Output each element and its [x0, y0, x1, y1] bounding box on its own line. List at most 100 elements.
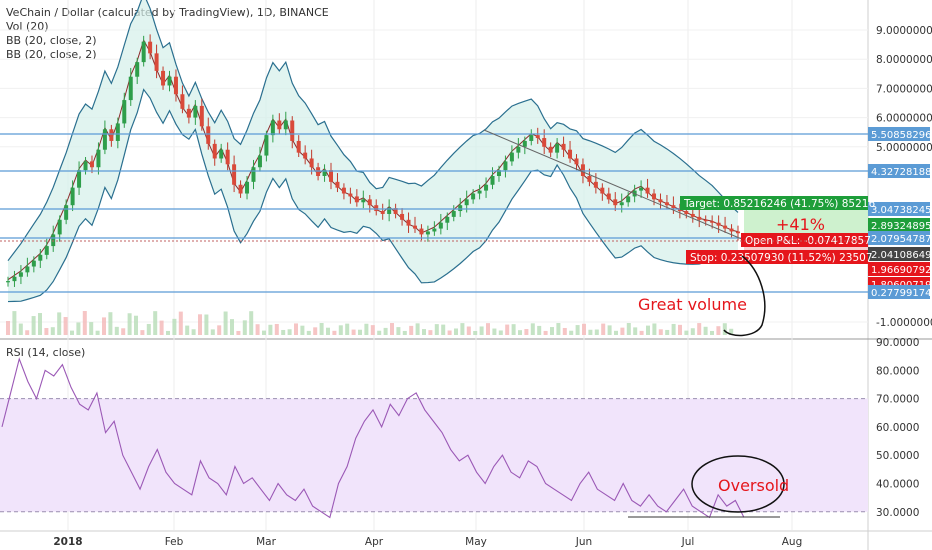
volume-bar — [556, 323, 561, 335]
candle-body — [309, 158, 314, 168]
candle-body — [141, 41, 146, 63]
candle-body — [613, 199, 618, 206]
volume-bar — [50, 327, 55, 335]
gain-label: +41% — [776, 215, 825, 234]
volume-bar — [63, 317, 68, 335]
candle-body — [335, 181, 340, 188]
candle-body — [135, 62, 140, 77]
candle-body — [367, 199, 372, 206]
candle-body — [70, 187, 75, 206]
candle-body — [723, 225, 728, 229]
volume-bar — [505, 324, 510, 335]
price-level-label: 2.04108649 — [871, 250, 931, 261]
candle-body — [25, 266, 30, 273]
candle-body — [477, 190, 482, 194]
candle-body — [245, 181, 250, 194]
month-label: Jul — [681, 536, 695, 548]
candle-body — [251, 167, 256, 182]
rsi-oversold-circle — [691, 455, 785, 513]
volume-bar — [422, 329, 426, 335]
candle-body — [503, 161, 508, 171]
candle-body — [574, 158, 579, 165]
volume-bar — [326, 327, 330, 335]
candle-body — [329, 170, 334, 182]
candle-body — [296, 140, 301, 153]
volume-bar — [223, 311, 228, 335]
volume-bar — [345, 323, 350, 335]
volume-bar — [332, 330, 337, 335]
volume-bar — [172, 318, 177, 335]
volume-bar — [89, 322, 94, 335]
volume-bar — [262, 330, 266, 335]
rsi-tick-label: 80.0000 — [876, 365, 919, 377]
candle-body — [348, 193, 353, 197]
month-label: Aug — [782, 536, 803, 548]
volume-bar — [249, 311, 254, 335]
candle-body — [173, 76, 178, 95]
volume-bar — [690, 328, 695, 335]
candle-body — [102, 129, 107, 150]
candle-body — [354, 196, 359, 203]
price-tick-label: 5.00000000 — [876, 142, 932, 154]
volume-bar — [582, 323, 586, 335]
volume-bar — [671, 323, 676, 335]
candle-body — [471, 193, 476, 200]
volume-bar — [274, 323, 279, 335]
candle-body — [316, 167, 321, 176]
candle-body — [180, 94, 185, 109]
volume-bar — [306, 330, 311, 335]
volume-bar — [466, 326, 471, 335]
candle-body — [270, 120, 275, 136]
volume-bar — [6, 321, 10, 335]
bollinger-upper — [7, 0, 739, 262]
volume-bar — [390, 323, 394, 335]
month-label: Apr — [365, 536, 384, 548]
volume-bar — [473, 330, 478, 335]
volume-bar — [697, 323, 702, 335]
volume-bar — [70, 330, 74, 335]
candle-body — [283, 120, 288, 130]
open-pl-badge — [741, 233, 868, 247]
volume-bar — [626, 323, 631, 335]
candle-body — [232, 164, 237, 185]
volume-bar — [428, 330, 433, 335]
candle-body — [77, 170, 82, 188]
volume-bar — [102, 317, 106, 335]
volume-bar — [76, 322, 81, 335]
volume-bar — [57, 312, 62, 335]
candle-body — [729, 228, 734, 232]
volume-bar — [646, 325, 650, 335]
candle-body — [703, 219, 708, 222]
volume-bar — [454, 328, 458, 335]
volume-bar — [12, 311, 17, 335]
volume-bar — [710, 330, 714, 335]
volume-bar — [658, 329, 663, 335]
volume-bar — [543, 330, 548, 335]
candle-body — [645, 187, 650, 194]
volume-bar — [486, 323, 490, 335]
price-level-label: 1.96690792 — [871, 265, 931, 276]
volume-bar — [383, 327, 388, 335]
volume-bar — [396, 327, 401, 335]
volume-bar — [447, 330, 452, 335]
candle-body — [710, 221, 715, 223]
candle-body — [18, 272, 23, 277]
candle-body — [690, 213, 695, 217]
candle-body — [290, 120, 295, 141]
price-tick-label: 7.00000000 — [876, 83, 932, 95]
candle-body — [303, 152, 308, 159]
rsi-tick-label: 60.0000 — [876, 422, 919, 434]
candle-body — [432, 228, 437, 232]
candle-body — [206, 126, 211, 144]
volume-circle — [723, 255, 766, 337]
volume-bar — [441, 324, 446, 335]
candle-body — [580, 164, 585, 176]
volume-bar — [511, 324, 516, 335]
volume-bar — [38, 313, 42, 335]
volume-bar — [358, 329, 362, 335]
candle-body — [697, 216, 702, 220]
candle-body — [593, 181, 598, 188]
candle-body — [12, 276, 17, 282]
volume-bar — [242, 320, 247, 335]
